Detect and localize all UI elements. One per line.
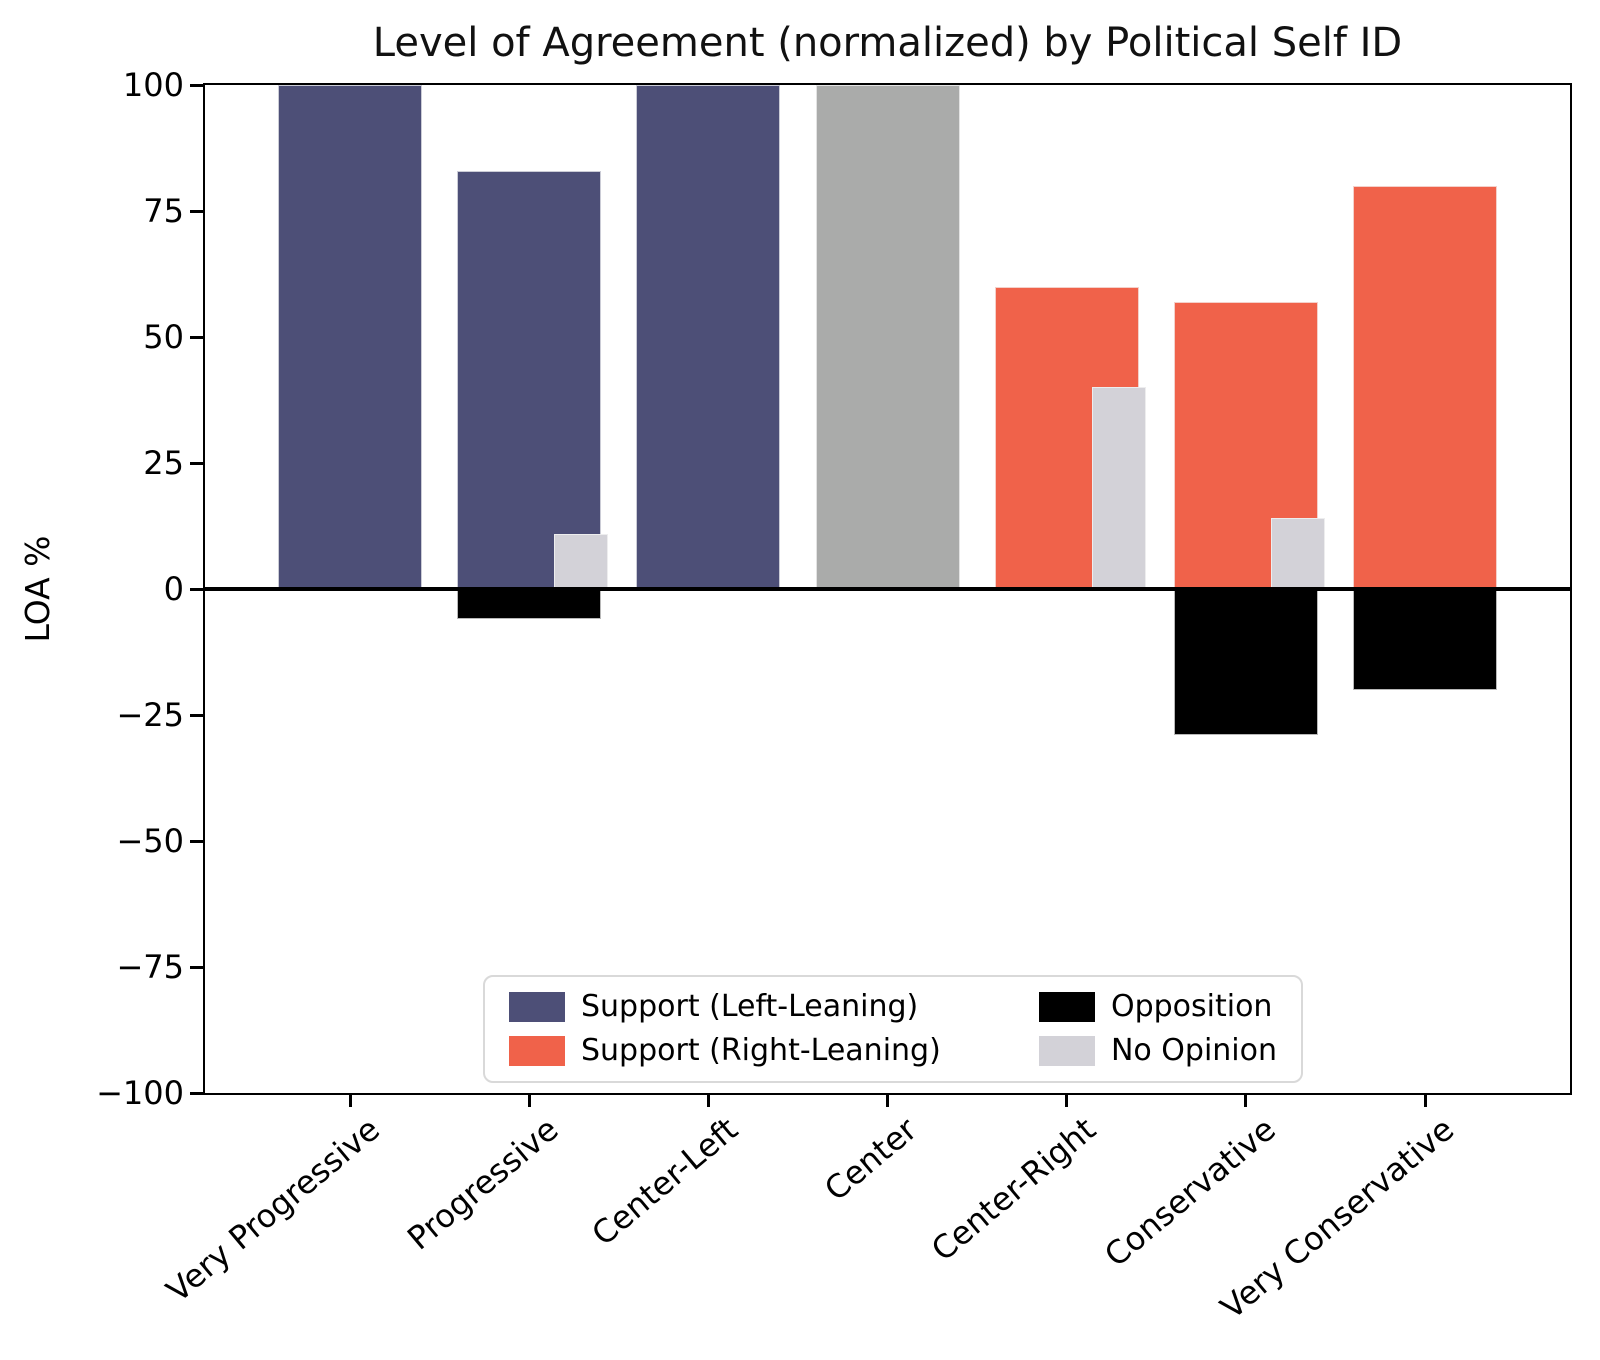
y-tick--25 bbox=[190, 713, 204, 717]
y-tick-0 bbox=[190, 587, 204, 591]
bar-no-opinion-progressive bbox=[554, 533, 609, 589]
x-tick-very-progressive bbox=[348, 1095, 352, 1107]
x-tick-conservative bbox=[1244, 1095, 1248, 1107]
y-tick-label-25: 25 bbox=[143, 444, 184, 482]
legend-label-support-left-leaning: Support (Left-Leaning) bbox=[581, 989, 919, 1024]
y-tick-label--100: −100 bbox=[96, 1074, 184, 1112]
bar-support-progressive bbox=[457, 170, 602, 589]
x-tick-center-right bbox=[1065, 1095, 1069, 1107]
x-tick-center bbox=[886, 1095, 889, 1107]
x-tick-center-left bbox=[706, 1095, 710, 1107]
y-tick-label-100: 100 bbox=[122, 66, 184, 104]
plot-area bbox=[203, 83, 1572, 1095]
x-tick-label-conservative: Conservative bbox=[1096, 1110, 1283, 1275]
y-tick-50 bbox=[190, 335, 204, 339]
bar-no-opinion-center-right bbox=[1091, 387, 1146, 589]
x-tick-label-very-progressive: Very Progressive bbox=[158, 1110, 387, 1310]
bar-support-very-conservative bbox=[1353, 185, 1497, 589]
legend-label-no-opinion: No Opinion bbox=[1110, 1033, 1277, 1068]
y-tick-25 bbox=[190, 461, 204, 465]
x-tick-label-center-left: Center-Left bbox=[584, 1110, 745, 1254]
y-tick--100 bbox=[190, 1091, 204, 1095]
y-tick-label-75: 75 bbox=[143, 192, 184, 230]
legend: Support (Left-Leaning) Opposition Support … bbox=[483, 975, 1303, 1083]
legend-entry-opposition: Opposition bbox=[1038, 989, 1277, 1024]
legend-swatch-support-right-leaning bbox=[509, 1036, 565, 1066]
x-tick-progressive bbox=[527, 1095, 531, 1107]
legend-entry-support-right-leaning: Support (Right-Leaning) bbox=[509, 1034, 999, 1068]
legend-label-support-right-leaning: Support (Right-Leaning) bbox=[581, 1033, 941, 1068]
y-tick-label--50: −50 bbox=[116, 822, 184, 860]
x-tick-label-center-right: Center-Right bbox=[924, 1110, 1104, 1269]
y-tick-label-0: 0 bbox=[163, 570, 184, 608]
x-tick-label-center: Center bbox=[816, 1110, 924, 1209]
legend-label-opposition: Opposition bbox=[1110, 989, 1273, 1024]
legend-swatch-no-opinion bbox=[1038, 1036, 1095, 1066]
chart-title: Level of Agreement (normalized) by Polit… bbox=[372, 20, 1403, 66]
bar-support-very-progressive bbox=[278, 85, 422, 589]
bar-opposition-progressive bbox=[457, 589, 602, 620]
x-tick-very-conservative bbox=[1423, 1095, 1427, 1107]
bar-support-center-left bbox=[636, 85, 781, 589]
legend-entry-support-left-leaning: Support (Left-Leaning) bbox=[509, 990, 999, 1024]
legend-entry-no-opinion: No Opinion bbox=[1038, 1033, 1277, 1068]
y-tick--75 bbox=[190, 965, 204, 969]
bar-opposition-very-conservative bbox=[1353, 589, 1497, 690]
legend-swatch-support-left-leaning bbox=[509, 992, 565, 1022]
y-tick-label--25: −25 bbox=[116, 696, 184, 734]
legend-swatch-opposition bbox=[1038, 992, 1095, 1022]
y-tick-75 bbox=[190, 209, 204, 213]
y-tick-label--75: −75 bbox=[116, 948, 184, 986]
y-tick-label-50: 50 bbox=[143, 318, 184, 356]
y-tick--50 bbox=[190, 839, 204, 843]
bar-no-opinion-conservative bbox=[1270, 518, 1325, 589]
x-tick-label-progressive: Progressive bbox=[400, 1110, 566, 1258]
y-tick-100 bbox=[190, 83, 204, 87]
zero-line bbox=[205, 587, 1570, 591]
bar-opposition-conservative bbox=[1173, 589, 1318, 736]
bar-support-center bbox=[815, 85, 960, 589]
